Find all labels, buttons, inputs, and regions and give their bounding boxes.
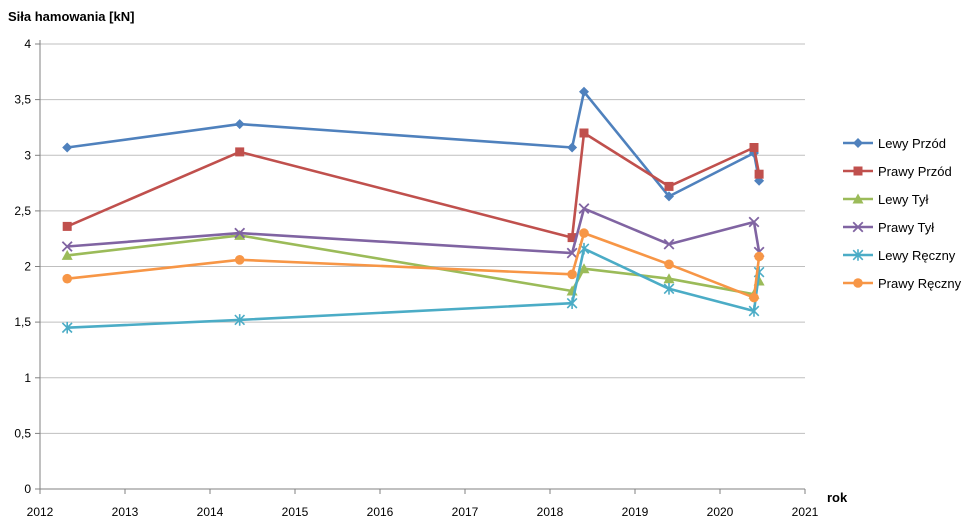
marker-asterisk-icon: [61, 321, 73, 334]
marker-diamond-icon: [579, 86, 589, 97]
legend-label: Lewy Ręczny: [878, 247, 956, 263]
legend-label: Lewy Tył: [878, 191, 929, 207]
marker-triangle-icon: [61, 249, 73, 260]
marker-asterisk-icon: [234, 314, 246, 326]
marker-diamond-icon: [853, 138, 863, 148]
marker-circle-icon: [62, 273, 72, 284]
marker-square-icon: [749, 143, 759, 152]
marker-triangle-icon: [852, 193, 864, 204]
marker-square-icon: [579, 128, 589, 138]
legend: Lewy Przód Prawy Przód Lewy Tył Prawy Tył Le…: [842, 129, 961, 297]
legend-item[interactable]: Lewy Przód: [842, 129, 961, 157]
x-tick-label: 2015: [282, 505, 309, 519]
x-tick-label: 2013: [112, 505, 139, 519]
series-line: [66, 131, 761, 239]
x-tick-label: 2012: [27, 505, 54, 519]
marker-diamond-icon: [664, 191, 674, 202]
marker-asterisk-icon: [748, 305, 760, 317]
y-tick-label: 4: [24, 37, 31, 51]
y-tick-label: 0: [24, 482, 31, 496]
marker-x-icon: [663, 238, 675, 250]
x-axis-title: rok: [827, 490, 848, 505]
series-prawy-ty-: [61, 203, 765, 259]
legend-marker-asterisk-icon: [843, 249, 873, 261]
x-tick-label: 2019: [622, 505, 649, 519]
y-tick-label: 1: [24, 371, 31, 385]
legend-label: Lewy Przód: [878, 135, 946, 151]
marker-circle-icon: [567, 269, 577, 280]
y-tick-label: 3,5: [14, 93, 31, 107]
x-tick-label: 2020: [707, 505, 734, 519]
legend-marker-x-icon: [843, 221, 873, 233]
marker-triangle-icon: [578, 263, 590, 274]
legend-marker-diamond-icon: [843, 138, 873, 148]
x-tick-label: 2014: [197, 505, 224, 519]
marker-x-icon: [578, 203, 590, 215]
marker-square-icon: [853, 166, 863, 176]
x-tick-label: 2017: [452, 505, 479, 519]
legend-label: Prawy Tył: [878, 219, 935, 235]
marker-asterisk-icon: [852, 249, 864, 261]
marker-circle-icon: [579, 228, 589, 238]
marker-diamond-icon: [234, 119, 245, 130]
marker-x-icon: [234, 227, 246, 239]
marker-square-icon: [754, 169, 764, 179]
marker-x-icon: [852, 221, 864, 233]
series-prawy-r-czny: [62, 228, 764, 303]
chart-title: Siła hamowania [kN]: [8, 9, 135, 24]
series-prawy-prz-d: [62, 128, 764, 243]
marker-circle-icon: [234, 254, 245, 265]
x-tick-label: 2018: [537, 505, 564, 519]
marker-triangle-icon: [663, 273, 675, 284]
legend-item[interactable]: Prawy Przód: [842, 157, 961, 185]
y-tick-label: 3: [24, 148, 31, 162]
marker-diamond-icon: [567, 142, 578, 153]
marker-square-icon: [62, 221, 72, 231]
marker-diamond-icon: [62, 142, 73, 153]
series-line: [67, 207, 761, 255]
marker-x-icon: [748, 216, 760, 228]
marker-asterisk-icon: [663, 283, 675, 295]
marker-circle-icon: [754, 251, 764, 262]
marker-triangle-icon: [234, 229, 246, 240]
y-tick-label: 1,5: [14, 315, 31, 329]
marker-square-icon: [664, 181, 674, 191]
marker-circle-icon: [664, 259, 674, 270]
legend-item[interactable]: Lewy Ręczny: [842, 241, 961, 269]
marker-circle-icon: [749, 292, 759, 303]
legend-item[interactable]: Prawy Ręczny: [842, 269, 961, 297]
y-tick-label: 0,5: [14, 426, 31, 440]
marker-x-icon: [61, 241, 73, 252]
legend-item[interactable]: Prawy Tył: [842, 213, 961, 241]
legend-marker-circle-icon: [843, 278, 873, 288]
y-tick-label: 2: [24, 260, 31, 274]
legend-label: Prawy Ręczny: [878, 275, 962, 291]
marker-asterisk-icon: [566, 297, 578, 309]
series-lewy-r-czny: [61, 242, 765, 334]
legend-marker-square-icon: [843, 166, 873, 176]
x-tick-label: 2021: [792, 505, 819, 519]
marker-x-icon: [566, 247, 578, 259]
legend-marker-triangle-icon: [843, 193, 873, 204]
marker-square-icon: [235, 147, 245, 157]
x-tick-label: 2016: [367, 505, 394, 519]
marker-square-icon: [567, 233, 577, 243]
legend-label: Prawy Przód: [878, 163, 952, 179]
y-tick-label: 2,5: [14, 204, 31, 218]
legend-item[interactable]: Lewy Tył: [842, 185, 961, 213]
marker-circle-icon: [853, 278, 863, 288]
